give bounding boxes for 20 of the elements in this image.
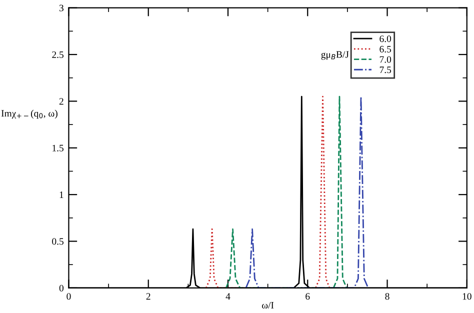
x-tick-label: 10	[462, 293, 472, 300]
y-tick-label: 3	[59, 4, 64, 12]
x-tick-label: 6	[306, 293, 310, 300]
x-tick-label: 4	[226, 293, 230, 300]
y-axis-title: Imχ$_{+−}$(q$_{0}$, ω)	[1, 110, 58, 119]
y-tick-label: 1	[60, 192, 64, 198]
y-tick-label: 1.5	[52, 144, 64, 152]
y-tick-label: 2	[59, 98, 64, 105]
x-tick-label: 2	[146, 293, 150, 300]
x-axis-title: ω/I	[262, 302, 274, 308]
x-tick-label: 8	[385, 293, 390, 300]
y-tick-label: 0	[59, 284, 64, 292]
y-tick-label: 2.5	[52, 51, 64, 58]
legend-title: gμ$_{B}$B/J	[321, 51, 349, 60]
legend-label: 7.0	[380, 56, 392, 63]
legend-label: 7.5	[380, 66, 392, 74]
y-tick-label: 0.5	[52, 238, 64, 245]
legend-label: 6.0	[380, 36, 392, 42]
legend-label: 6.5	[380, 46, 392, 52]
x-tick-label: 0	[66, 293, 71, 300]
